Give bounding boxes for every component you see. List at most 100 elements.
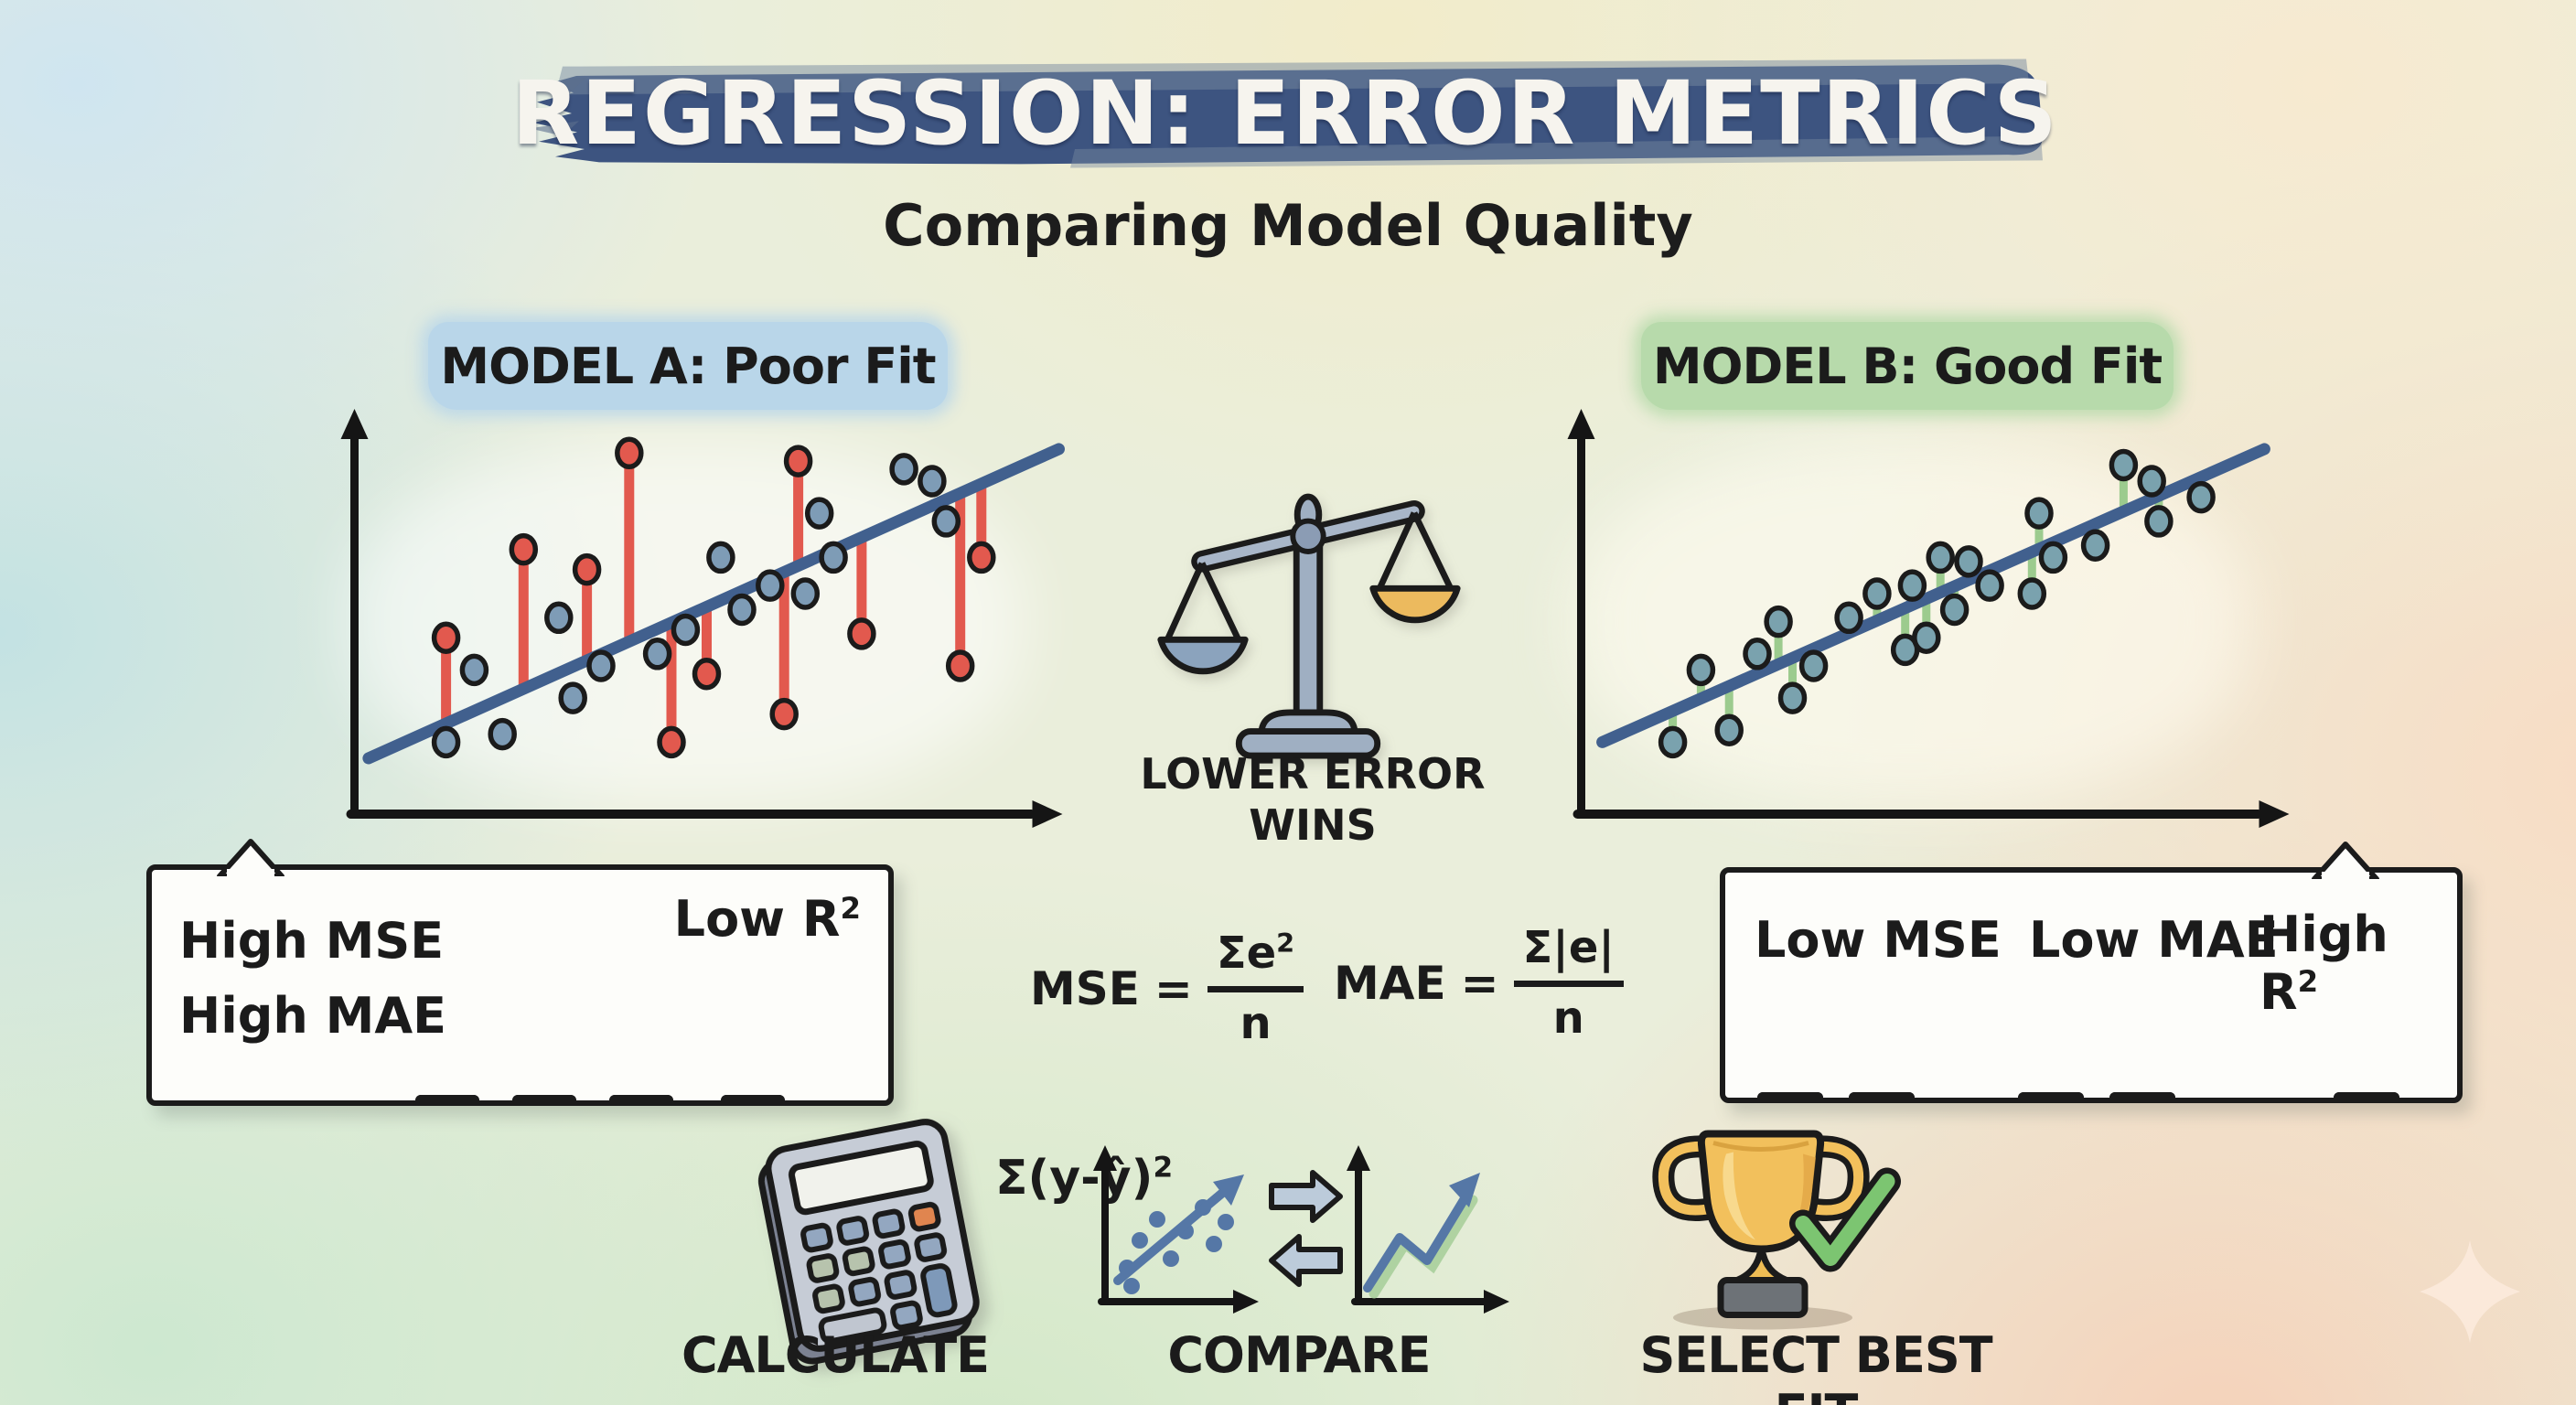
data-point: [1834, 601, 1863, 635]
data-point: [2109, 448, 2139, 482]
data-point: [586, 649, 616, 682]
model-b-chart: [1567, 409, 2290, 828]
data-point: [1777, 681, 1808, 714]
data-point: [1714, 713, 1744, 746]
data-point: [2038, 541, 2068, 574]
outlier-point: [769, 697, 799, 731]
metric-low-r2: Low R2: [674, 890, 861, 948]
data-point: [2017, 577, 2047, 610]
regression-line: [1596, 443, 2270, 748]
data-point: [1862, 577, 1892, 610]
y-axis-arrow: [1567, 409, 1595, 439]
data-point: [2137, 465, 2166, 498]
mae-fraction: Σ|e| n: [1513, 922, 1624, 1044]
metric-bar: [415, 1095, 479, 1100]
outlier-point: [431, 621, 461, 654]
mae-label: MAE: [1334, 956, 1446, 1010]
data-point: [819, 541, 848, 574]
data-point: [756, 569, 785, 602]
metric-bar: [1849, 1092, 1915, 1098]
bar-group: [415, 1095, 673, 1100]
compare-icon: [1093, 1145, 1509, 1314]
callout-notch: [2312, 842, 2379, 879]
low-r2-sup: 2: [840, 891, 861, 926]
data-point: [558, 681, 587, 714]
step-label-select: SELECT BEST FIT: [1639, 1326, 1992, 1405]
balance-scale-icon: [1157, 493, 1461, 759]
sse-formula-sup: 2: [1153, 1151, 1174, 1185]
regression-line: [362, 443, 1065, 765]
model-a-error-bars: [415, 906, 785, 1100]
bar-group: [2334, 1092, 2399, 1098]
mae-formula: MAE = Σ|e| n: [1334, 922, 1624, 1044]
metric-bar: [2334, 1092, 2399, 1098]
data-point: [1658, 725, 1688, 759]
sparkle-icon: [2420, 1240, 2520, 1343]
outlier-point: [945, 649, 975, 682]
model-b-label: MODEL B: Good Fit: [1641, 322, 2174, 410]
data-point: [1954, 545, 1983, 578]
high-r2-sup: 2: [2297, 964, 2319, 999]
data-point: [2080, 529, 2110, 563]
metric-low-mse: Low MSE: [1755, 911, 2002, 969]
metric-bar: [609, 1095, 673, 1100]
y-axis-arrow: [340, 409, 369, 439]
mse-formula: MSE = Σe2 n: [1030, 928, 1304, 1049]
outlier-point: [657, 725, 686, 759]
model-b-metrics-panel: Low MSE Low MAE High R2: [1720, 842, 2463, 1103]
data-point: [1764, 605, 1793, 638]
model-a-label-text: MODEL A: Poor Fit: [440, 337, 936, 395]
data-point: [459, 653, 489, 687]
outlier-point: [615, 436, 644, 470]
metric-bar: [1757, 1092, 1823, 1098]
title-banner: REGRESSION: ERROR METRICS: [508, 42, 2063, 185]
x-axis-arrow: [1032, 800, 1063, 828]
callout-notch: [217, 839, 284, 876]
mse-fraction: Σe2 n: [1207, 928, 1304, 1049]
outlier-point: [783, 445, 813, 477]
data-point: [671, 613, 701, 647]
subtitle: Comparing Model Quality: [883, 192, 1693, 259]
data-point: [488, 717, 517, 751]
data-point: [1798, 649, 1829, 682]
x-axis-arrow: [2259, 800, 2290, 828]
metric-high-mse: High MSE: [179, 912, 445, 970]
checkmark-icon: [1789, 1167, 1901, 1272]
metric-bar: [2018, 1092, 2084, 1098]
data-point: [889, 453, 918, 486]
data-point: [1912, 621, 1941, 654]
data-point: [1939, 593, 1970, 627]
step-label-compare: COMPARE: [1167, 1326, 1431, 1384]
data-point: [2186, 480, 2216, 514]
metric-bar: [2109, 1092, 2175, 1098]
mse-label: MSE: [1030, 961, 1140, 1015]
data-point: [804, 497, 834, 530]
equals-sign: =: [1154, 961, 1193, 1015]
data-point: [2024, 497, 2054, 530]
outlier-point: [509, 532, 539, 566]
equals-sign: =: [1460, 956, 1499, 1010]
data-point: [1897, 569, 1927, 602]
page-title: REGRESSION: ERROR METRICS: [511, 62, 2059, 165]
outlier-point: [692, 657, 722, 691]
model-a-chart: [340, 409, 1065, 828]
model-a-label: MODEL A: Poor Fit: [428, 322, 948, 410]
metric-high-r2: High R2: [2259, 906, 2457, 1021]
mse-numerator: Σe2: [1207, 928, 1304, 992]
bar-group: [2018, 1092, 2175, 1098]
data-point: [1926, 541, 1955, 574]
metric-bar: [721, 1095, 785, 1100]
data-point: [918, 465, 947, 498]
data-point: [431, 725, 461, 759]
low-r2-text: Low R: [673, 890, 841, 948]
verdict-text: LOWER ERROR WINS: [1130, 748, 1496, 851]
outlier-point: [572, 552, 602, 586]
mae-denominator: n: [1552, 992, 1584, 1044]
mae-numerator: Σ|e|: [1513, 922, 1624, 987]
sse-formula: Σ(y-ŷ)2: [995, 1151, 1173, 1206]
mse-denominator: n: [1240, 998, 1272, 1049]
model-b-label-text: MODEL B: Good Fit: [1652, 337, 2163, 395]
data-point: [544, 601, 574, 635]
model-a-metrics-panel: High MSE High MAE Low R2: [146, 839, 894, 1106]
